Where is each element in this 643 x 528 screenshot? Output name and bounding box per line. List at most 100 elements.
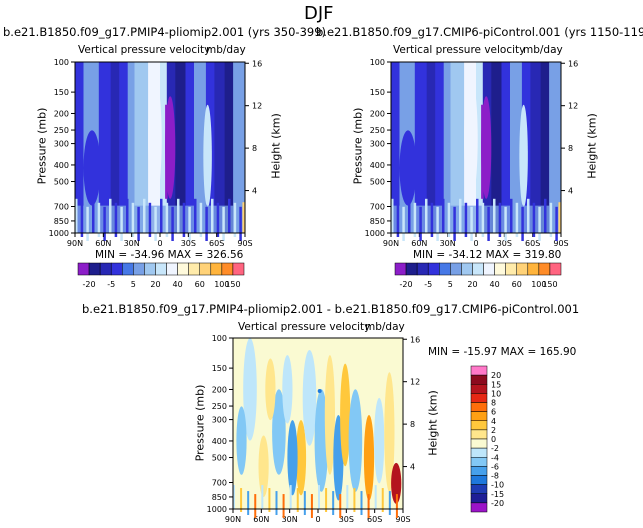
y-tick-label: 150 [370, 88, 385, 97]
y-tick-label: 500 [370, 178, 385, 187]
field-spike [504, 206, 507, 241]
anomaly-blob [302, 349, 317, 446]
surface-spike [353, 488, 356, 512]
y-tick-label: 300 [370, 140, 385, 149]
surface-spike [346, 485, 349, 509]
field-spike [177, 198, 180, 233]
panel1-units: mb/day [206, 44, 246, 56]
field-spike [171, 206, 174, 241]
colorbar-label: 10 [491, 389, 501, 398]
field-spike [464, 202, 468, 237]
colorbar-swatch [416, 262, 429, 276]
anomaly-blob [272, 389, 286, 475]
colorbar-label: -2 [491, 444, 499, 453]
surface-spike [254, 494, 257, 518]
x-tick-label: 90N [383, 239, 399, 248]
colorbar-swatch [470, 475, 488, 485]
field-spike [86, 206, 89, 241]
colorbar-swatch [166, 262, 178, 276]
field-band [549, 62, 562, 233]
panel3-y2label: Height (km) [426, 390, 440, 456]
field-band [450, 62, 465, 233]
field-spike [239, 206, 242, 241]
colorbar-swatch [470, 502, 488, 513]
colorbar-label: -15 [491, 490, 504, 499]
y-tick-label: 100 [370, 58, 385, 67]
field-spike [194, 198, 197, 233]
field-blob [165, 96, 176, 199]
anomaly-blob [384, 372, 395, 492]
colorbar-swatch [470, 374, 488, 385]
colorbar-swatch [155, 262, 167, 276]
colorbar-swatch [470, 411, 488, 421]
field-spike [205, 206, 208, 241]
colorbar-swatch [177, 262, 189, 276]
surface-spike [303, 491, 306, 515]
x-tick-label: 30S [497, 239, 512, 248]
panel2-title: b.e21.B1850.f09_g17.CMIP6-piControl.001 … [316, 25, 643, 39]
field-spike [527, 198, 530, 233]
y-tick-label: 700 [370, 203, 385, 212]
colorbar-swatch [470, 493, 488, 504]
y-tick-label: 250 [212, 402, 227, 411]
panel1-minmax: MIN = -34.96 MAX = 326.56 [95, 249, 244, 261]
x-tick-label: 0 [315, 515, 320, 524]
anomaly-blob [287, 420, 298, 496]
field-spike [555, 206, 558, 241]
colorbar-swatch [122, 262, 134, 276]
field-spike [408, 198, 411, 233]
field-spike [413, 202, 417, 237]
surface-spike [332, 491, 335, 515]
field-spike [222, 206, 225, 241]
surface-spike [395, 494, 398, 518]
field-spike [148, 202, 152, 237]
colorbar-swatch [232, 262, 245, 276]
colorbar-label: -20 [491, 499, 504, 508]
panel1-title: b.e21.B1850.f09_g17.PMIP4-pliomip2.001 (… [3, 25, 327, 39]
field-spike [75, 198, 78, 233]
colorbar-swatch [472, 262, 484, 276]
colorbar-swatch [88, 262, 101, 276]
surface-spike [240, 488, 243, 512]
x-tick-label: 60N [95, 239, 111, 248]
anomaly-blob [265, 358, 276, 421]
colorbar-label: 150 [225, 280, 240, 289]
field-spike [211, 198, 214, 233]
y2-tick-label: 12 [252, 102, 262, 111]
y-tick-label: 200 [370, 109, 385, 118]
anomaly-blob [282, 355, 293, 424]
colorbar-swatch [210, 262, 223, 276]
x-tick-label: 60S [367, 515, 382, 524]
colorbar-swatch [483, 262, 495, 276]
field-band [127, 62, 135, 233]
colorbar-label: 2 [491, 426, 496, 435]
colorbar-swatch [110, 262, 123, 276]
field-spike [233, 202, 237, 237]
surface-spike [233, 485, 235, 509]
field-spike [544, 198, 547, 233]
y-tick-label: 250 [54, 126, 69, 135]
colorbar-label: 60 [195, 280, 205, 289]
panel3-title: b.e21.B1850.f09_g17.PMIP4-pliomip2.001 -… [82, 302, 580, 316]
field-spike [391, 198, 394, 233]
field-spike [126, 198, 129, 233]
x-tick-label: 90S [553, 239, 568, 248]
field-spike [216, 202, 220, 237]
field-band [426, 62, 436, 233]
field-band [175, 62, 186, 233]
anomaly-blob [236, 406, 247, 475]
surface-spike [388, 491, 391, 515]
surface-spike [318, 485, 320, 509]
colorbar-label: 4 [491, 417, 496, 426]
field-spike [487, 206, 490, 241]
field-spike [447, 202, 451, 237]
field-band [110, 62, 120, 233]
field-band [98, 62, 112, 233]
colorbar-swatch [470, 438, 488, 449]
y2-tick-label: 8 [568, 144, 573, 153]
anomaly-blob [295, 420, 307, 496]
panel2-y2label: Height (km) [585, 113, 599, 179]
colorbar-swatch [450, 262, 462, 276]
